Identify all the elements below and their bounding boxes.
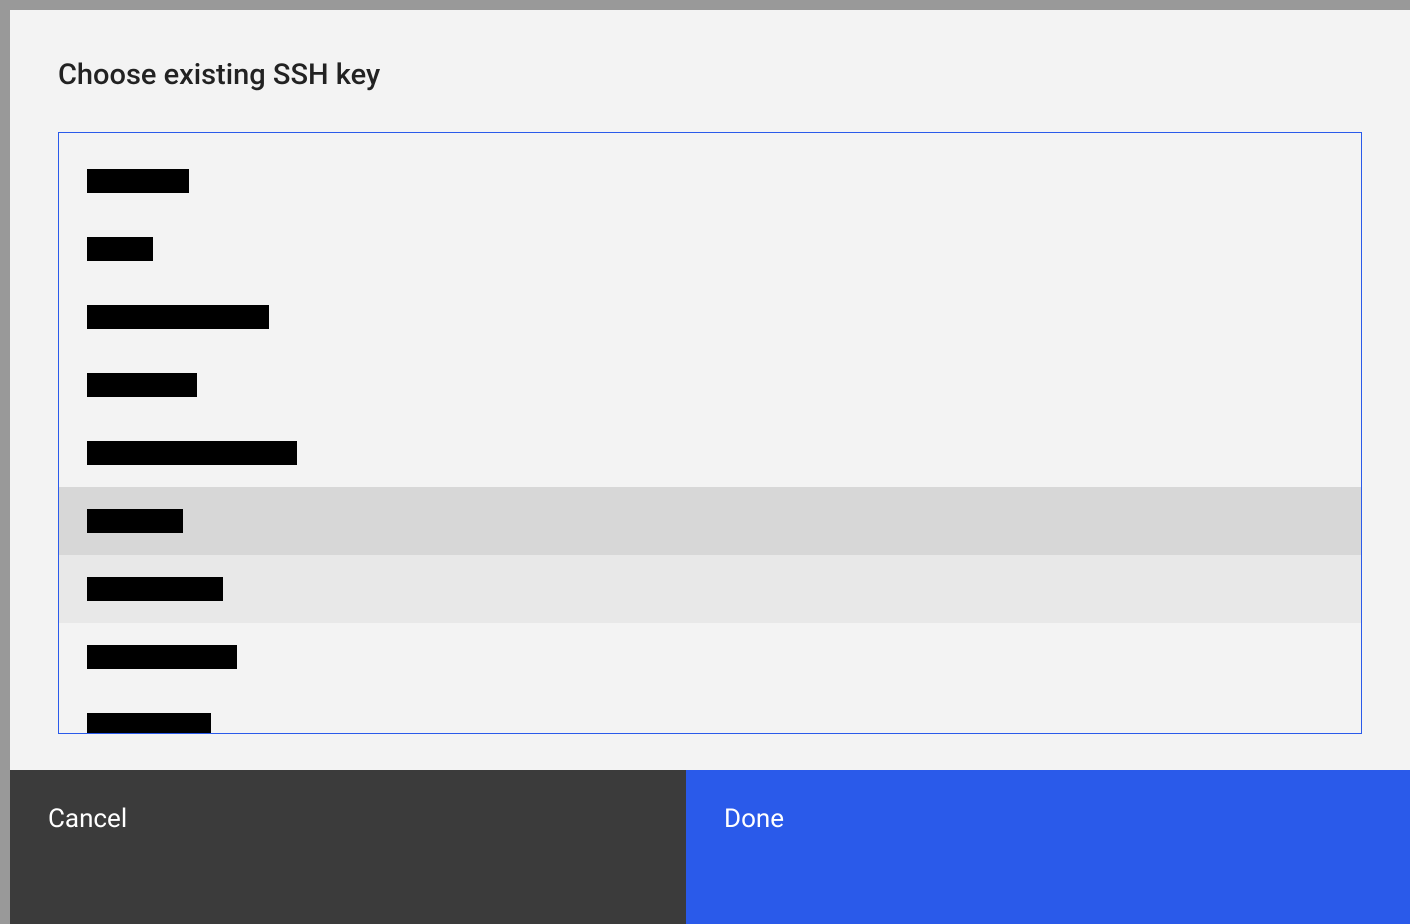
ssh-key-item[interactable] xyxy=(59,351,1361,419)
ssh-key-item[interactable] xyxy=(59,283,1361,351)
ssh-key-list-container xyxy=(58,132,1362,734)
ssh-key-label xyxy=(87,509,183,533)
ssh-key-label xyxy=(87,645,237,669)
ssh-key-label xyxy=(87,237,153,261)
ssh-key-dialog: Choose existing SSH key Cancel Done xyxy=(10,10,1410,924)
ssh-key-item[interactable] xyxy=(59,419,1361,487)
ssh-key-item[interactable] xyxy=(59,487,1361,555)
ssh-key-item[interactable] xyxy=(59,215,1361,283)
ssh-key-item[interactable] xyxy=(59,623,1361,691)
button-bar: Cancel Done xyxy=(10,770,1410,924)
ssh-key-label xyxy=(87,305,269,329)
ssh-key-item[interactable] xyxy=(59,555,1361,623)
ssh-key-label xyxy=(87,577,223,601)
ssh-key-list[interactable] xyxy=(59,133,1361,733)
ssh-key-label xyxy=(87,169,189,193)
dialog-content: Choose existing SSH key xyxy=(10,10,1410,770)
dialog-title: Choose existing SSH key xyxy=(58,58,1362,92)
done-button-label: Done xyxy=(724,804,784,834)
ssh-key-item[interactable] xyxy=(59,147,1361,215)
ssh-key-item[interactable] xyxy=(59,691,1361,733)
done-button[interactable]: Done xyxy=(686,770,1410,924)
ssh-key-label xyxy=(87,373,197,397)
ssh-key-label xyxy=(87,441,297,465)
cancel-button-label: Cancel xyxy=(48,804,127,834)
cancel-button[interactable]: Cancel xyxy=(10,770,686,924)
ssh-key-label xyxy=(87,713,211,733)
